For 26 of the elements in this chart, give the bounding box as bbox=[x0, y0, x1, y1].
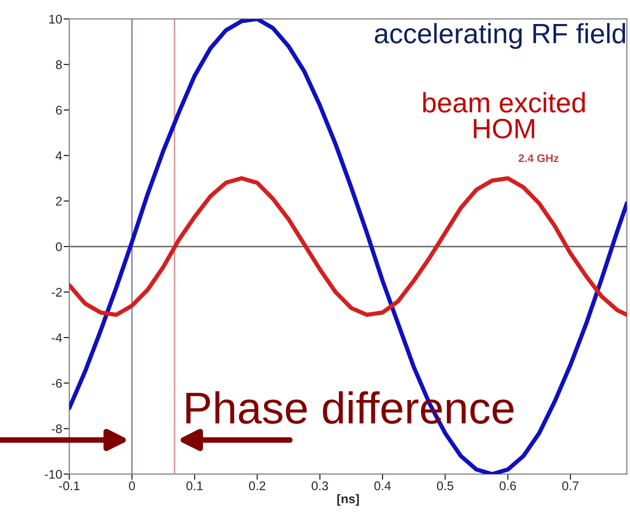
y-tick-label: -6 bbox=[52, 378, 62, 388]
text: accelerating RF field bbox=[374, 23, 626, 49]
y-tick-label: 6 bbox=[56, 106, 62, 115]
line-series bbox=[69, 176, 627, 317]
x-tick-label: 0.7 bbox=[562, 481, 579, 490]
line-series bbox=[69, 18, 627, 474]
x-tick-label: 0.1 bbox=[186, 481, 203, 490]
x-tick-label: 0.3 bbox=[312, 481, 328, 490]
x-tick-label: 0 bbox=[128, 481, 135, 490]
y-tick-label: 4 bbox=[56, 151, 62, 160]
y-tick-label: 8 bbox=[56, 60, 62, 70]
y-tick-label: -2 bbox=[52, 288, 62, 297]
text: beam excited HOM bbox=[423, 92, 585, 138]
y-tick-label: -4 bbox=[52, 333, 62, 342]
y-tick-label: 10 bbox=[49, 14, 62, 24]
annotation: 2.4 GHz bbox=[518, 154, 559, 162]
x-tick-label: 0.4 bbox=[374, 481, 391, 490]
x-tick-label: 0.5 bbox=[436, 481, 454, 490]
x-tick-label: -0.1 bbox=[59, 481, 80, 490]
y-tick-label: 0 bbox=[56, 242, 62, 252]
x-tick-label: 0.2 bbox=[249, 481, 266, 490]
x-axis-title: [ns] bbox=[337, 494, 359, 506]
y-tick-label: -8 bbox=[52, 424, 62, 434]
y-tick-label: -10 bbox=[44, 470, 62, 479]
y-tick-label: 2 bbox=[56, 196, 62, 206]
x-tick-label: 0.6 bbox=[500, 481, 516, 490]
